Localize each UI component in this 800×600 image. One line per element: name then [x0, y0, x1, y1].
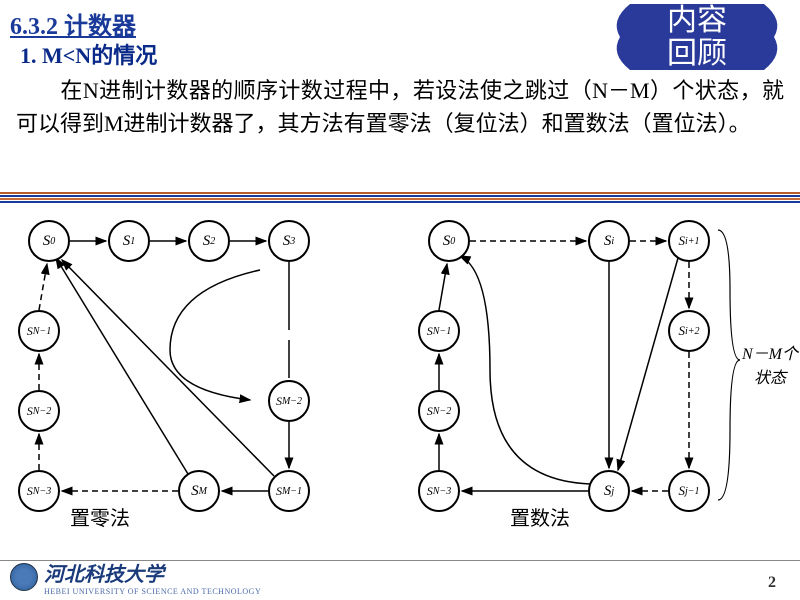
node-s3: S3	[268, 220, 310, 262]
node-s0r: S0	[428, 220, 470, 262]
node-s0: S0	[28, 220, 70, 262]
subtitle: 1. M<N的情况	[20, 38, 157, 70]
node-sm1: SM−1	[268, 470, 310, 512]
node-sj1: Sj−1	[668, 470, 710, 512]
node-s1: S1	[108, 220, 150, 262]
diagrams-container: S0 S1 S2 S3 SM−2 SM−1 SM SN−3 SN−2 SN−1 …	[0, 210, 800, 540]
node-si2: Si+2	[668, 310, 710, 352]
node-sm2: SM−2	[268, 380, 310, 422]
diagram-right-annotation: N－M个状态	[740, 340, 800, 388]
review-badge: 内容 回顾	[602, 2, 792, 72]
diagram-right-label: 置数法	[510, 502, 570, 531]
university-name-cn: 河北科技大学	[44, 558, 261, 587]
node-sj: Sj	[588, 470, 630, 512]
node-sn1r: SN−1	[418, 310, 460, 352]
node-si1: Si+1	[668, 220, 710, 262]
diagram-left: S0 S1 S2 S3 SM−2 SM−1 SM SN−3 SN−2 SN−1 …	[0, 210, 400, 540]
page-number: 2	[768, 574, 776, 592]
node-sn1: SN−1	[18, 310, 60, 352]
node-s2: S2	[188, 220, 230, 262]
node-sn3: SN−3	[18, 470, 60, 512]
divider-rules	[0, 192, 800, 203]
university-logo-icon	[10, 563, 38, 591]
node-sn2r: SN−2	[418, 390, 460, 432]
node-sn3r: SN−3	[418, 470, 460, 512]
badge-line1: 内容	[667, 4, 727, 37]
diagram-left-label: 置零法	[70, 502, 130, 531]
footer: 河北科技大学 HEBEI UNIVERSITY OF SCIENCE AND T…	[0, 560, 800, 600]
section-number: 6.3.2 计数器	[10, 6, 136, 41]
badge-line2: 回顾	[667, 37, 727, 70]
node-sn2: SN−2	[18, 390, 60, 432]
university-name-en: HEBEI UNIVERSITY OF SCIENCE AND TECHNOLO…	[44, 587, 261, 596]
node-sm: SM	[178, 470, 220, 512]
diagram-right: S0 Si Si+1 Si+2 Sj−1 Sj SN−3 SN−2 SN−1 N…	[400, 210, 800, 540]
body-paragraph: 在N进制计数器的顺序计数过程中，若设法使之跳过（N－M）个状态，就可以得到M进制…	[16, 74, 784, 140]
node-si: Si	[588, 220, 630, 262]
